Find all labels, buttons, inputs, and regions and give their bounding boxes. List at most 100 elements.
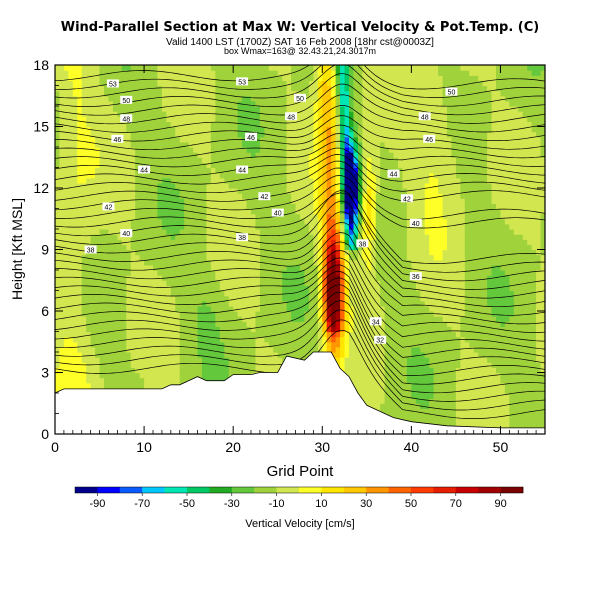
colorbar-swatch [97, 487, 121, 493]
y-axis-label: Height [Kft MSL] [9, 198, 25, 300]
theta-label-text: 53 [109, 81, 117, 88]
theta-label: 50 [294, 93, 306, 103]
y-tick-label: 3 [41, 365, 49, 381]
colorbar-swatch [209, 487, 233, 493]
theta-label: 38 [236, 233, 249, 242]
theta-label-text: 48 [287, 114, 295, 121]
theta-label: 48 [285, 112, 298, 121]
colorbar-swatch [455, 487, 479, 493]
colorbar-label: Vertical Velocity [cm/s] [245, 518, 354, 530]
theta-label-text: 40 [274, 211, 282, 218]
theta-label-text: 42 [105, 204, 113, 211]
theta-contour [55, 200, 545, 290]
colorbar-tick-label: 50 [405, 498, 417, 510]
theta-contour [55, 147, 545, 184]
colorbar-tick-label: -10 [269, 498, 285, 510]
theta-label: 53 [106, 79, 119, 88]
colorbar-swatch [411, 487, 434, 493]
x-axis-label: Grid Point [267, 463, 335, 480]
theta-label-text: 38 [358, 241, 366, 248]
theta-contour [55, 257, 545, 342]
theta-contour [55, 291, 545, 385]
theta-label: 50 [445, 87, 458, 97]
theta-label-text: 53 [238, 79, 246, 86]
x-tick-label: 30 [314, 439, 330, 455]
y-tick-label: 6 [41, 303, 49, 319]
colorbar-swatch [231, 487, 255, 493]
y-tick-label: 15 [33, 119, 49, 135]
theta-label: 40 [271, 208, 284, 218]
theta-label: 50 [120, 95, 133, 105]
chart-title: Wind-Parallel Section at Max W: Vertical… [60, 20, 540, 35]
theta-contour [55, 175, 545, 229]
theta-contour [55, 167, 545, 220]
theta-label-text: 38 [238, 235, 246, 242]
colorbar-tick-label: -50 [179, 498, 195, 510]
theta-contour [55, 183, 545, 264]
chart-subtitle: box Wmax=163@ 32.43.21,24.3017m [224, 46, 376, 56]
theta-label-text: 44 [390, 172, 398, 179]
theta-contour [55, 309, 545, 402]
colorbar: -90 -70 -50 -30 -10 10 30 50 70 90 [74, 486, 524, 510]
theta-label-text: 46 [425, 137, 433, 144]
colorbar-swatch [478, 487, 501, 493]
colorbar-swatch [366, 487, 389, 493]
theta-label: 48 [120, 114, 133, 123]
y-tick-label: 0 [41, 426, 49, 442]
theta-contour [55, 124, 545, 159]
x-tick-label: 0 [51, 439, 59, 455]
theta-contour [55, 277, 545, 368]
theta-label: 48 [418, 112, 431, 121]
theta-label: 44 [387, 169, 400, 179]
theta-label: 38 [84, 245, 97, 255]
theta-label: 34 [369, 317, 382, 326]
theta-contour [55, 211, 545, 299]
theta-contour [55, 115, 545, 150]
terrain [54, 351, 546, 435]
theta-label: 42 [102, 202, 115, 211]
theta-label-text: 40 [412, 221, 420, 228]
colorbar-swatch [164, 487, 188, 493]
theta-contour [55, 65, 545, 90]
theta-contour [55, 284, 545, 376]
theta-labels: 53 53 50 50 50 48 48 48 46 46 46 44 44 44 42 42 42 40 40 40… [84, 77, 458, 345]
theta-contour [55, 105, 545, 141]
theta-contour [55, 65, 545, 107]
y-tick-label: 9 [41, 242, 49, 258]
theta-label-text: 32 [376, 338, 384, 345]
theta-label: 44 [138, 165, 151, 175]
theta-label-text: 44 [238, 168, 246, 175]
theta-contour [55, 94, 545, 133]
x-tick-label: 10 [136, 439, 152, 455]
theta-contour [55, 190, 545, 282]
theta-label: 53 [236, 77, 249, 86]
theta-label-text: 38 [87, 248, 95, 255]
theta-label: 40 [120, 229, 133, 238]
colorbar-swatch [388, 487, 412, 493]
theta-contour [55, 271, 545, 358]
colorbar-tick-label: -70 [134, 498, 150, 510]
colorbar-swatch [119, 487, 143, 493]
theta-contour [55, 133, 545, 167]
theta-contour [55, 154, 545, 192]
colorbar-swatch [142, 487, 165, 493]
theta-contour [55, 241, 545, 325]
colorbar-swatch [299, 487, 322, 493]
colorbar-tick-label: 70 [450, 498, 462, 510]
theta-contour [55, 300, 545, 394]
theta-label: 44 [236, 165, 249, 175]
theta-label-text: 48 [122, 116, 130, 123]
theta-label-text: 42 [260, 194, 268, 201]
theta-label: 40 [409, 218, 422, 228]
colorbar-swatch [433, 487, 457, 493]
theta-label: 32 [374, 335, 387, 345]
colorbar-tick-label: -90 [89, 498, 105, 510]
theta-label: 42 [400, 194, 413, 203]
theta-label-text: 44 [140, 168, 148, 175]
x-tick-label: 50 [493, 439, 509, 455]
theta-contour [55, 140, 545, 176]
colorbar-tick-label: -30 [224, 498, 240, 510]
theta-label-text: 40 [122, 231, 130, 238]
theta-label-text: 34 [372, 319, 380, 326]
